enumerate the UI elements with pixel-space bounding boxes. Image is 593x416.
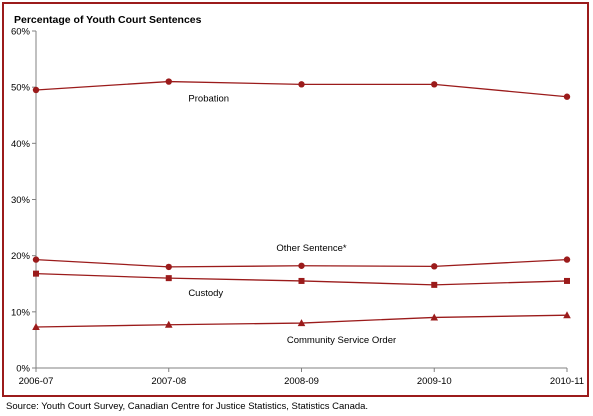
source-note: Source: Youth Court Survey, Canadian Cen… [6,401,369,412]
y-tick-label: 20% [11,251,31,262]
y-tick-label: 30% [11,195,31,206]
chart-frame: Percentage of Youth Court Sentences [2,2,589,397]
y-tick-label: 10% [11,307,31,318]
data-point [298,262,305,269]
data-point [430,313,439,321]
data-point [431,81,438,88]
data-point [298,277,305,284]
series-label: Other Sentence* [276,243,347,254]
series-label: Community Service Order [287,335,396,346]
y-tick-label: 0% [16,364,30,375]
x-tick-label: 2006-07 [19,376,54,387]
data-point [165,78,172,85]
x-tick-label: 2008-09 [284,376,319,387]
data-point [563,311,571,319]
y-tick-label: 50% [11,83,31,94]
data-point [431,263,438,270]
data-point [297,319,306,327]
data-point [563,93,571,100]
x-tick-label: 2010-11 [550,376,584,387]
data-point [165,263,172,271]
data-point [32,322,40,330]
data-point [33,270,39,277]
series-label: Custody [188,288,223,299]
data-point [564,277,570,284]
data-point [32,86,40,94]
data-point [32,256,40,263]
data-point [563,256,571,263]
y-tick-label: 40% [11,139,31,150]
x-tick-label: 2007-08 [151,376,186,387]
chart-title: Percentage of Youth Court Sentences [14,14,202,26]
data-point [431,281,438,288]
data-point [164,320,173,328]
y-tick-label: 60% [11,27,31,38]
data-point [165,275,172,282]
x-tick-label: 2009-10 [417,376,452,387]
series-label: Probation [188,94,229,105]
data-point [298,81,305,88]
line-chart: 0% 10% 20% 30% 40% 50% 60% 2006-07 2007-08 2008-0… [11,27,584,388]
